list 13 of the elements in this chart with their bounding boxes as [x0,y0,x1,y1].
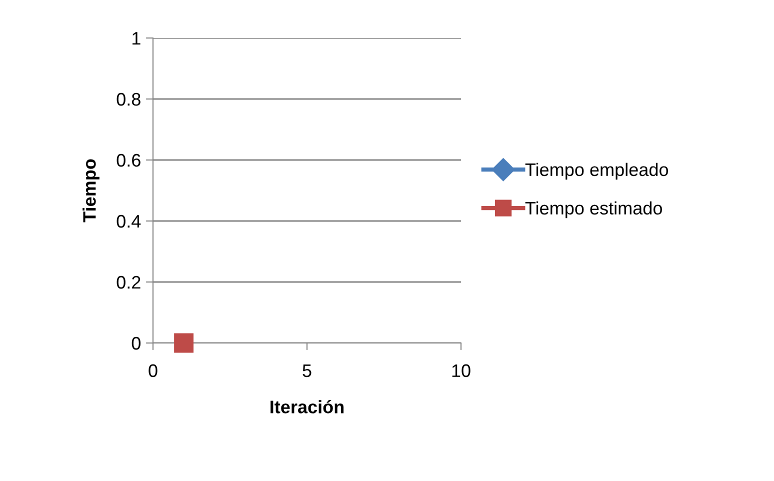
y-tick-label: 1 [132,32,140,45]
y-tick-label: 0.6 [116,154,140,167]
x-tick-label: 10 [452,364,470,378]
y-axis-title: Tiempo [82,159,100,222]
x-tick-label: 5 [302,364,312,378]
legend-label: Tiempo estimado [525,201,662,218]
x-tick-label: 0 [148,364,158,378]
y-tick-label: 0.8 [116,92,140,106]
y-tick-label: 0 [132,336,140,350]
x-axis-title: Iteración [270,400,344,414]
y-tick-label: 0.2 [116,276,140,289]
y-tick-label: 0.4 [116,214,141,228]
legend-label: Tiempo empleado [525,162,668,180]
